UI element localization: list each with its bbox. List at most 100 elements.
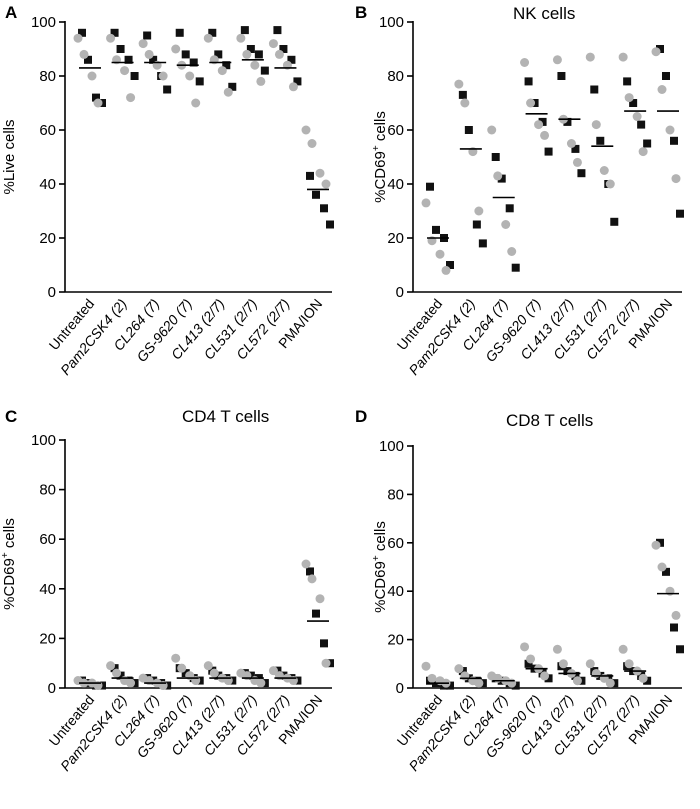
data-point-circle xyxy=(501,220,511,229)
data-point-square xyxy=(163,85,172,94)
data-point-circle xyxy=(315,594,325,604)
data-point-circle xyxy=(106,661,116,671)
data-point-circle xyxy=(474,206,484,216)
data-point-square xyxy=(676,645,684,654)
data-point-circle xyxy=(268,666,278,676)
data-point-circle xyxy=(171,653,181,663)
data-point-square xyxy=(306,567,314,576)
data-point-square xyxy=(505,204,514,213)
data-point-square xyxy=(260,66,269,75)
data-point-square xyxy=(662,72,670,80)
data-point-circle xyxy=(520,642,530,652)
data-point-square xyxy=(432,225,440,234)
data-point-circle xyxy=(474,678,484,688)
data-point-square xyxy=(279,45,288,53)
data-point-circle xyxy=(665,125,675,135)
data-point-square xyxy=(110,28,119,37)
y-tick-label: 20 xyxy=(387,230,404,247)
data-point-square xyxy=(208,28,217,37)
data-point-square xyxy=(596,136,605,145)
data-point-circle xyxy=(651,540,661,550)
data-point-circle xyxy=(144,49,154,59)
y-axis-label: %Live cells xyxy=(1,119,18,194)
data-point-circle xyxy=(526,654,536,664)
data-point-square xyxy=(320,639,328,648)
data-point-circle xyxy=(624,659,634,669)
panel-letter: D xyxy=(355,407,367,426)
y-tick-label: 0 xyxy=(48,284,56,301)
data-point-square xyxy=(293,77,302,86)
data-point-square xyxy=(78,28,86,37)
data-point-square xyxy=(662,567,670,576)
data-point-circle xyxy=(171,44,181,54)
data-point-circle xyxy=(250,60,260,70)
y-axis-label: %CD69+ cells xyxy=(0,518,18,610)
data-point-square xyxy=(181,50,190,59)
data-point-circle xyxy=(566,139,576,148)
data-point-square xyxy=(472,220,481,229)
data-point-circle xyxy=(268,39,278,49)
data-point-square xyxy=(497,174,506,183)
data-point-square xyxy=(273,26,282,35)
y-tick-label: 60 xyxy=(39,531,56,548)
data-point-square xyxy=(84,55,92,64)
data-point-square xyxy=(577,169,586,178)
data-point-square xyxy=(116,45,125,53)
y-tick-label: 60 xyxy=(387,122,404,139)
data-point-circle xyxy=(460,98,470,108)
data-point-circle xyxy=(618,52,628,62)
y-tick-label: 100 xyxy=(31,432,56,449)
data-point-square xyxy=(287,55,296,64)
panel-letter: C xyxy=(5,407,17,426)
y-tick-label: 100 xyxy=(379,14,404,31)
data-point-circle xyxy=(321,658,331,668)
data-point-square xyxy=(312,609,320,618)
data-point-circle xyxy=(242,49,252,59)
data-point-circle xyxy=(526,98,536,108)
data-point-square xyxy=(670,623,678,632)
data-point-circle xyxy=(87,71,97,81)
data-point-square xyxy=(571,144,580,153)
data-point-square xyxy=(181,669,190,678)
data-point-circle xyxy=(203,33,213,43)
data-point-square xyxy=(326,220,334,229)
data-point-circle xyxy=(191,98,201,108)
data-point-circle xyxy=(421,661,431,671)
data-point-square xyxy=(670,136,678,145)
data-point-circle xyxy=(618,644,628,654)
data-point-circle xyxy=(185,71,195,81)
data-point-circle xyxy=(487,125,497,135)
data-point-circle xyxy=(493,171,503,181)
y-axis-label: %CD69+ cells xyxy=(371,111,389,203)
data-point-square xyxy=(458,667,467,676)
data-point-circle xyxy=(421,198,431,208)
data-point-square xyxy=(110,664,119,673)
data-point-square xyxy=(214,50,223,59)
y-tick-label: 40 xyxy=(39,581,56,598)
data-point-circle xyxy=(638,147,648,157)
data-point-square xyxy=(214,671,223,680)
data-point-square xyxy=(312,190,320,199)
y-tick-label: 60 xyxy=(39,122,56,139)
data-point-circle xyxy=(632,112,642,121)
data-point-square xyxy=(116,671,125,680)
data-point-circle xyxy=(79,49,89,59)
data-point-square xyxy=(240,26,249,35)
data-point-circle xyxy=(552,55,562,65)
y-tick-label: 60 xyxy=(387,535,404,552)
data-point-square xyxy=(623,77,632,86)
data-point-circle xyxy=(534,120,544,130)
data-point-circle xyxy=(520,58,530,67)
data-point-circle xyxy=(177,663,187,673)
data-point-circle xyxy=(572,676,582,686)
data-point-circle xyxy=(288,82,298,92)
data-point-square xyxy=(149,55,158,64)
data-point-circle xyxy=(274,49,284,59)
data-point-circle xyxy=(585,52,595,62)
data-point-square xyxy=(557,72,566,80)
data-point-circle xyxy=(307,574,317,584)
data-point-circle xyxy=(158,71,168,81)
data-point-square xyxy=(130,72,139,80)
data-point-circle xyxy=(624,93,634,103)
data-point-circle xyxy=(638,673,648,683)
